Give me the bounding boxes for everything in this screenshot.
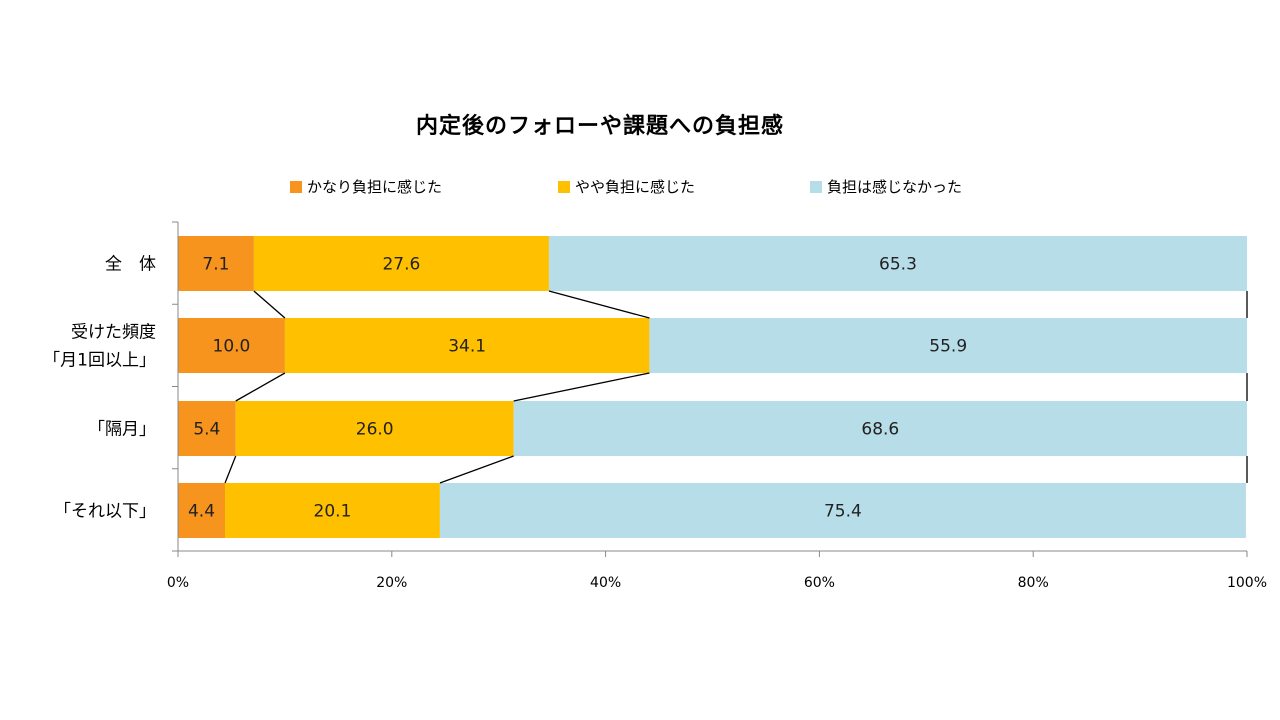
value-label-2-1: 10.0 xyxy=(213,337,251,357)
category-label-1: 全 体 xyxy=(105,255,156,275)
x-tick-label-4: 80% xyxy=(1018,575,1049,591)
legend-label-strong-burden: かなり負担に感じた xyxy=(307,178,443,196)
bar-seg-3-2 xyxy=(235,401,514,456)
category-label-2-1: 受けた頻度 xyxy=(71,323,156,343)
bar-seg-4-1 xyxy=(178,483,226,538)
x-tick-label-1: 20% xyxy=(376,575,407,591)
value-label-3-3: 68.6 xyxy=(861,420,899,440)
legend-swatch-some-burden xyxy=(558,180,570,193)
series-line-1-1 xyxy=(253,290,286,319)
bar-seg-1-1 xyxy=(178,236,254,291)
value-label-1-1: 7.1 xyxy=(202,255,229,275)
legend-item-strong-burden: かなり負担に感じた xyxy=(290,176,442,197)
bar-seg-4-3 xyxy=(439,483,1246,538)
x-tick-label-5: 100% xyxy=(1227,575,1267,591)
value-label-2-2: 34.1 xyxy=(448,337,486,357)
value-label-4-3: 75.4 xyxy=(824,502,862,522)
bar-seg-4-2 xyxy=(225,483,440,538)
bar-seg-2-3 xyxy=(649,318,1247,373)
series-line-2-2 xyxy=(513,372,650,402)
value-label-3-2: 26.0 xyxy=(356,420,394,440)
series-line-3-1 xyxy=(224,455,237,484)
value-label-2-3: 55.9 xyxy=(929,337,967,357)
value-label-4-1: 4.4 xyxy=(188,502,215,522)
legend-swatch-no-burden xyxy=(810,180,822,193)
bar-seg-1-3 xyxy=(548,236,1247,291)
bar-seg-2-1 xyxy=(178,318,285,373)
category-label-4: 「それ以下」 xyxy=(54,502,156,522)
legend-label-no-burden: 負担は感じなかった xyxy=(827,178,963,196)
legend-swatch-strong-burden xyxy=(290,180,302,193)
bar-seg-3-3 xyxy=(513,401,1247,456)
value-label-4-2: 20.1 xyxy=(314,502,352,522)
bar-seg-1-2 xyxy=(253,236,549,291)
value-label-1-3: 65.3 xyxy=(879,255,917,275)
x-tick-label-0: 0% xyxy=(167,575,189,591)
x-tick-label-3: 60% xyxy=(804,575,835,591)
value-label-3-1: 5.4 xyxy=(193,420,220,440)
legend-item-no-burden: 負担は感じなかった xyxy=(810,176,962,197)
series-line-1-2 xyxy=(548,290,650,319)
chart-title: 内定後のフォローや課題への負担感 xyxy=(415,114,784,139)
series-line-3-2 xyxy=(439,455,514,484)
legend-label-some-burden: やや負担に感じた xyxy=(575,178,696,196)
category-label-3: 「隔月」 xyxy=(88,420,156,440)
bar-seg-3-1 xyxy=(178,401,236,456)
x-tick-label-2: 40% xyxy=(590,575,621,591)
bar-seg-2-2 xyxy=(284,318,650,373)
category-label-2-2: 「月1回以上」 xyxy=(43,351,156,371)
legend-item-some-burden: やや負担に感じた xyxy=(558,176,695,197)
series-line-2-1 xyxy=(235,372,286,402)
value-label-1-2: 27.6 xyxy=(382,255,420,275)
